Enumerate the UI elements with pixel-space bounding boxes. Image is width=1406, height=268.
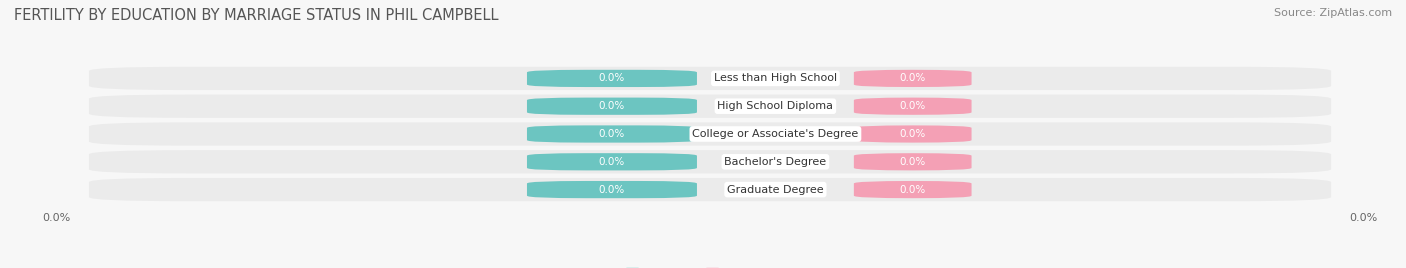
FancyBboxPatch shape [527,70,697,87]
Text: Graduate Degree: Graduate Degree [727,185,824,195]
FancyBboxPatch shape [527,125,697,143]
FancyBboxPatch shape [89,122,1331,146]
Text: 0.0%: 0.0% [599,129,626,139]
Text: 0.0%: 0.0% [900,101,925,111]
FancyBboxPatch shape [527,181,697,198]
Text: Bachelor's Degree: Bachelor's Degree [724,157,827,167]
Text: High School Diploma: High School Diploma [717,101,834,111]
Text: 0.0%: 0.0% [599,101,626,111]
FancyBboxPatch shape [89,95,1331,118]
FancyBboxPatch shape [527,98,697,115]
FancyBboxPatch shape [853,70,972,87]
Text: Source: ZipAtlas.com: Source: ZipAtlas.com [1274,8,1392,18]
Text: 0.0%: 0.0% [599,157,626,167]
FancyBboxPatch shape [89,178,1331,201]
FancyBboxPatch shape [527,153,697,170]
Text: 0.0%: 0.0% [599,185,626,195]
Text: 0.0%: 0.0% [900,73,925,83]
FancyBboxPatch shape [89,150,1331,173]
Text: 0.0%: 0.0% [900,157,925,167]
Text: FERTILITY BY EDUCATION BY MARRIAGE STATUS IN PHIL CAMPBELL: FERTILITY BY EDUCATION BY MARRIAGE STATU… [14,8,499,23]
Text: College or Associate's Degree: College or Associate's Degree [692,129,859,139]
Text: 0.0%: 0.0% [900,129,925,139]
Text: 0.0%: 0.0% [599,73,626,83]
FancyBboxPatch shape [89,67,1331,90]
FancyBboxPatch shape [853,98,972,115]
FancyBboxPatch shape [853,181,972,198]
FancyBboxPatch shape [853,125,972,143]
Text: 0.0%: 0.0% [900,185,925,195]
FancyBboxPatch shape [853,153,972,170]
Text: Less than High School: Less than High School [714,73,837,83]
